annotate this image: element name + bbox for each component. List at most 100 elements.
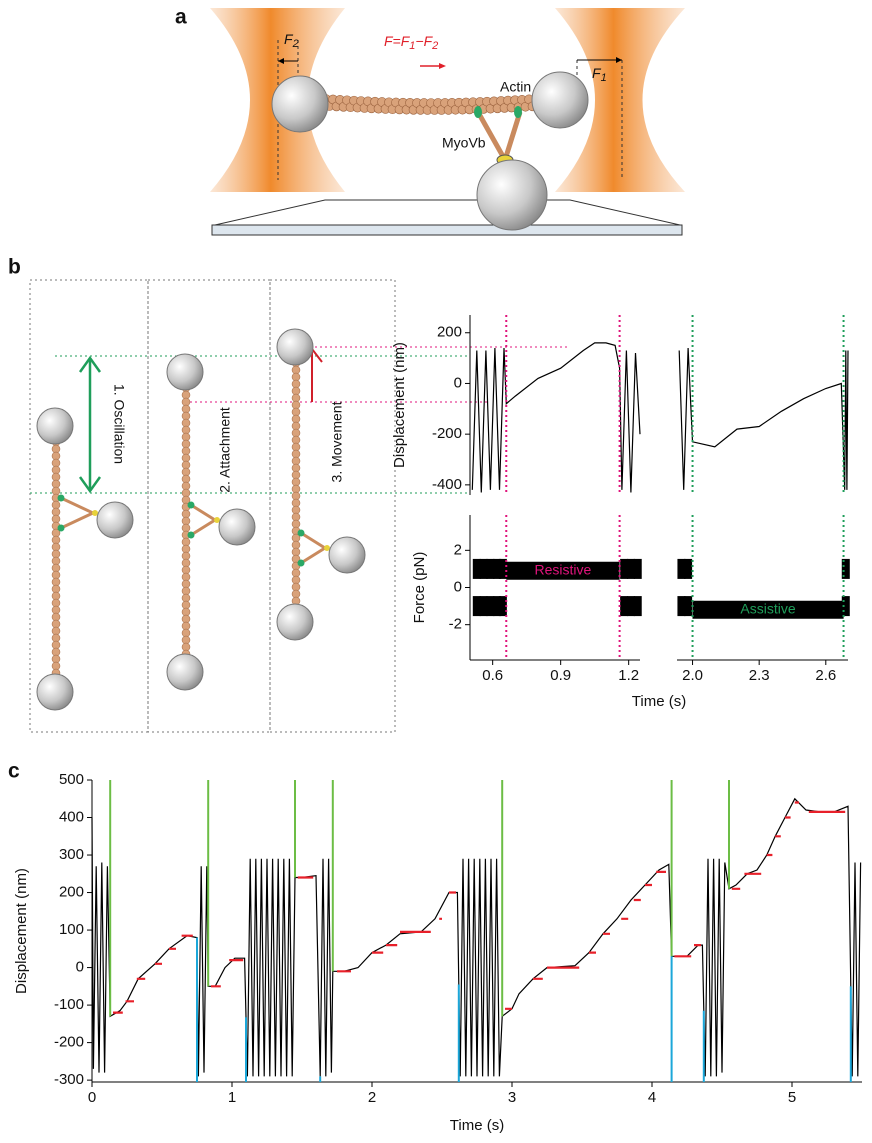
- subscript: 2: [292, 38, 299, 50]
- x-tick-label: 0.9: [550, 667, 571, 684]
- myosin-head: [57, 524, 65, 532]
- y-tick-label: 100: [59, 921, 84, 938]
- force-cluster: [626, 558, 635, 579]
- bead: [166, 353, 204, 391]
- myosin-head: [297, 559, 305, 567]
- myosin-tail: [214, 517, 220, 523]
- subscript: 1: [409, 40, 415, 52]
- force-cluster: [479, 558, 488, 579]
- x-axis-label: Time (s): [632, 693, 686, 710]
- myosin-head: [297, 529, 305, 537]
- force-cluster: [486, 558, 495, 579]
- force-label: F2: [284, 31, 299, 50]
- x-tick-label: 2.6: [815, 667, 836, 684]
- x-tick-label: 2.3: [749, 667, 770, 684]
- bead: [271, 75, 329, 133]
- force-equation: F=F1−F2: [384, 33, 438, 52]
- force-cluster: [626, 596, 635, 617]
- force-cluster: [620, 596, 629, 617]
- x-axis-label: Time (s): [450, 1117, 504, 1134]
- y-tick-label: -2: [449, 616, 462, 633]
- y-tick-label: 300: [59, 846, 84, 863]
- symbol: F: [592, 65, 602, 81]
- force-cluster: [841, 596, 850, 617]
- force-cluster: [633, 558, 642, 579]
- myosin-legs: [190, 503, 218, 537]
- y-tick-label: 400: [59, 808, 84, 825]
- frame: [147, 279, 271, 733]
- force-cluster: [498, 596, 507, 617]
- coverslip: [214, 199, 681, 226]
- arrowhead: [439, 63, 446, 69]
- y-tick-label: -400: [432, 476, 462, 493]
- y-tick-label: -100: [54, 996, 84, 1013]
- bead: [36, 673, 74, 711]
- y-tick-label: 0: [454, 374, 462, 391]
- y-tick-label: 200: [437, 324, 462, 341]
- x-tick-label: 5: [788, 1089, 796, 1106]
- step-label: 3. Movement: [329, 401, 345, 482]
- panel-label: b: [8, 256, 21, 279]
- force-cluster: [633, 596, 642, 617]
- force-cluster: [677, 558, 686, 579]
- y-axis-label: Force (pN): [411, 552, 428, 624]
- force-cluster: [493, 596, 502, 617]
- subscript: 2: [431, 40, 438, 52]
- bead: [476, 159, 548, 231]
- y-tick-label: 2: [454, 541, 462, 558]
- bead: [218, 508, 256, 546]
- laser-beam: [555, 8, 685, 192]
- myosin-legs: [300, 531, 328, 565]
- bead: [276, 603, 314, 641]
- myosin-tail: [324, 545, 330, 551]
- y-axis-label: Displacement (nm): [391, 342, 408, 468]
- myosin-tail: [92, 510, 98, 516]
- force-label: F1: [592, 65, 607, 84]
- force-cluster: [486, 596, 495, 617]
- arrowhead: [616, 57, 622, 63]
- subscript: 1: [601, 72, 607, 84]
- x-tick-label: 2: [368, 1089, 376, 1106]
- optical-trap-diagram: F2 F1 F=F1−F2 Actin MyoVb: [210, 8, 685, 236]
- force-cluster: [479, 596, 488, 617]
- coverslip-edge: [211, 224, 683, 236]
- symbol: F: [284, 31, 294, 47]
- frame: [269, 279, 396, 733]
- arrowhead: [278, 58, 284, 64]
- force-cluster: [493, 558, 502, 579]
- bead: [96, 501, 134, 539]
- attachment-diagram: 1. Oscillation 2. Attachment 3. Movement: [29, 279, 570, 733]
- bead: [36, 407, 74, 445]
- force-cluster: [677, 596, 686, 617]
- panel-label: a: [175, 6, 187, 29]
- myosin-head: [514, 106, 522, 118]
- y-tick-label: 500: [59, 771, 84, 788]
- y-tick-label: -300: [54, 1071, 84, 1088]
- bead: [166, 653, 204, 691]
- annotation: Assistive: [740, 601, 795, 617]
- force-cluster: [684, 558, 693, 579]
- x-tick-label: 3: [508, 1089, 516, 1106]
- frame: [29, 279, 149, 733]
- myosin-head: [187, 501, 195, 509]
- y-tick-label: 0: [454, 578, 462, 595]
- x-tick-label: 1: [228, 1089, 236, 1106]
- myosin-head: [187, 531, 195, 539]
- step-fit: [113, 801, 846, 1014]
- annotation: Resistive: [535, 561, 592, 577]
- force-cluster: [472, 596, 481, 617]
- y-axis-label: Displacement (nm): [13, 868, 30, 994]
- force-cluster: [620, 558, 629, 579]
- x-tick-label: 0.6: [482, 667, 503, 684]
- y-tick-label: -200: [432, 425, 462, 442]
- text: F=F: [384, 33, 411, 49]
- step-label: 1. Oscillation: [111, 384, 127, 464]
- actin-label: Actin: [500, 79, 531, 95]
- force-cluster: [841, 558, 850, 579]
- trace: [471, 342, 849, 493]
- x-tick-label: 1.2: [618, 667, 639, 684]
- bead: [276, 328, 314, 366]
- x-tick-label: 0: [88, 1089, 96, 1106]
- myosin-head: [474, 106, 482, 118]
